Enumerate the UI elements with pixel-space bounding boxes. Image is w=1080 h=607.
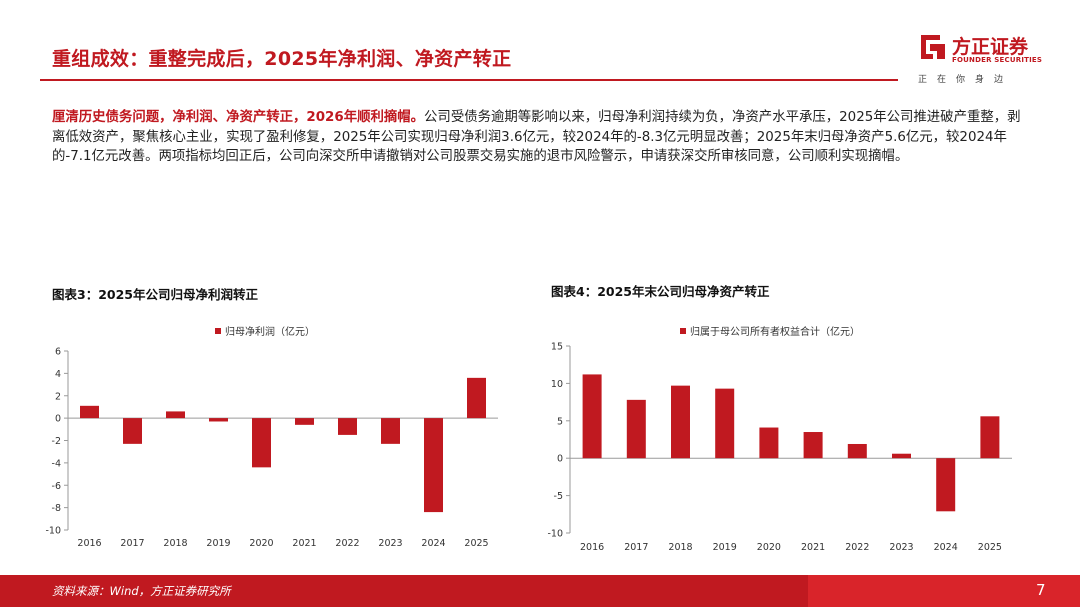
page-number: 7 [1036,581,1046,599]
footer-source: 资料来源：Wind，方正证券研究所 [52,584,231,598]
logo-name: 方正证券 [952,36,1029,58]
y-tick-label: 6 [55,347,61,358]
y-tick-label: 15 [551,342,563,353]
bar-2018 [671,385,690,459]
legend-swatch [680,328,686,334]
y-tick-label: 2 [55,391,61,402]
footer: 资料来源：Wind，方正证券研究所 7 [0,575,1080,607]
x-tick-label: 2025 [464,538,488,549]
chart3-title: 图表3：2025年公司归母净利润转正 [52,287,258,302]
y-tick-label: 0 [55,414,61,425]
y-tick-label: 4 [55,369,61,380]
x-tick-label: 2021 [292,538,316,549]
x-tick-label: 2024 [421,538,445,549]
bar-2018 [166,411,185,419]
logo-english: FOUNDER SECURITIES [952,56,1043,64]
y-tick-label: -5 [554,491,563,502]
chart3: -10 -8 -6 -4 -2 0 2 4 6 2016 2017 2018 2019 2020 2021 2… [45,325,498,549]
y-tick-label: 5 [557,416,563,427]
x-tick-label: 2016 [77,538,101,549]
y-tick-label: -2 [52,436,61,447]
bar-2021 [295,418,314,425]
x-tick-label: 2019 [713,542,737,553]
x-tick-label: 2023 [378,538,402,549]
bar-2025 [467,377,486,419]
x-tick-label: 2017 [624,542,648,553]
footer-bar-right [808,575,1080,607]
x-tick-label: 2020 [249,538,273,549]
chart4: -10 -5 0 5 10 15 2016 2017 2018 2019 2020 2021 2022 2… [547,325,1012,553]
x-tick-label: 2021 [801,542,825,553]
bar-2023 [381,418,400,444]
bar-2020 [252,418,271,468]
bar-2020 [759,427,779,459]
summary-lead: 厘清历史债务问题，净利润、净资产转正，2026年顺利摘帽。 [52,110,425,125]
legend-swatch [215,328,221,334]
x-tick-label: 2022 [845,542,869,553]
x-tick-label: 2025 [978,542,1002,553]
x-tick-label: 2023 [889,542,913,553]
logo-slogan: 正在你身边 [918,75,1014,85]
y-tick-label: 0 [557,454,563,465]
bar-2016 [80,405,99,419]
x-tick-label: 2019 [206,538,230,549]
title-divider [40,79,898,81]
y-tick-label: 10 [551,379,563,390]
y-tick-label: -10 [45,526,61,537]
x-tick-label: 2016 [580,542,604,553]
y-tick-label: -4 [52,458,61,469]
bar-2021 [803,432,823,459]
x-tick-label: 2018 [163,538,187,549]
y-tick-label: -6 [52,481,61,492]
legend-label: 归属于母公司所有者权益合计（亿元） [690,325,860,338]
bar-2024 [936,458,956,512]
y-tick-label: -10 [547,529,563,540]
summary-body: 公司受债务逾期等影响以来，归母净利润持续为负，净资产水平承压，2025年公司推进… [52,110,1021,164]
y-tick-label: -8 [52,503,61,514]
footer-bar-left [0,575,808,607]
bar-2016 [582,374,602,459]
brand-logo: 方正证券 FOUNDER SECURITIES 正在你身边 [918,30,1058,86]
bar-2025 [980,416,1000,459]
bar-2019 [715,388,735,459]
bar-2023 [892,453,911,459]
x-tick-label: 2020 [757,542,781,553]
bar-2022 [338,418,357,435]
legend-label: 归母净利润（亿元） [225,325,315,338]
chart4-title: 图表4：2025年末公司归母净资产转正 [551,284,770,299]
bar-2017 [123,418,142,444]
founder-logo-icon [921,35,945,59]
bar-2019 [209,418,228,422]
page-title: 重组成效：重整完成后，2025年净利润、净资产转正 [52,48,512,70]
x-tick-label: 2017 [120,538,144,549]
bar-2022 [847,443,867,459]
summary-paragraph: 厘清历史债务问题，净利润、净资产转正，2026年顺利摘帽。公司受债务逾期等影响以… [52,108,1032,167]
bar-2024 [424,418,443,513]
bar-2017 [626,399,646,459]
x-tick-label: 2022 [335,538,359,549]
x-tick-label: 2018 [668,542,692,553]
x-tick-label: 2024 [934,542,958,553]
